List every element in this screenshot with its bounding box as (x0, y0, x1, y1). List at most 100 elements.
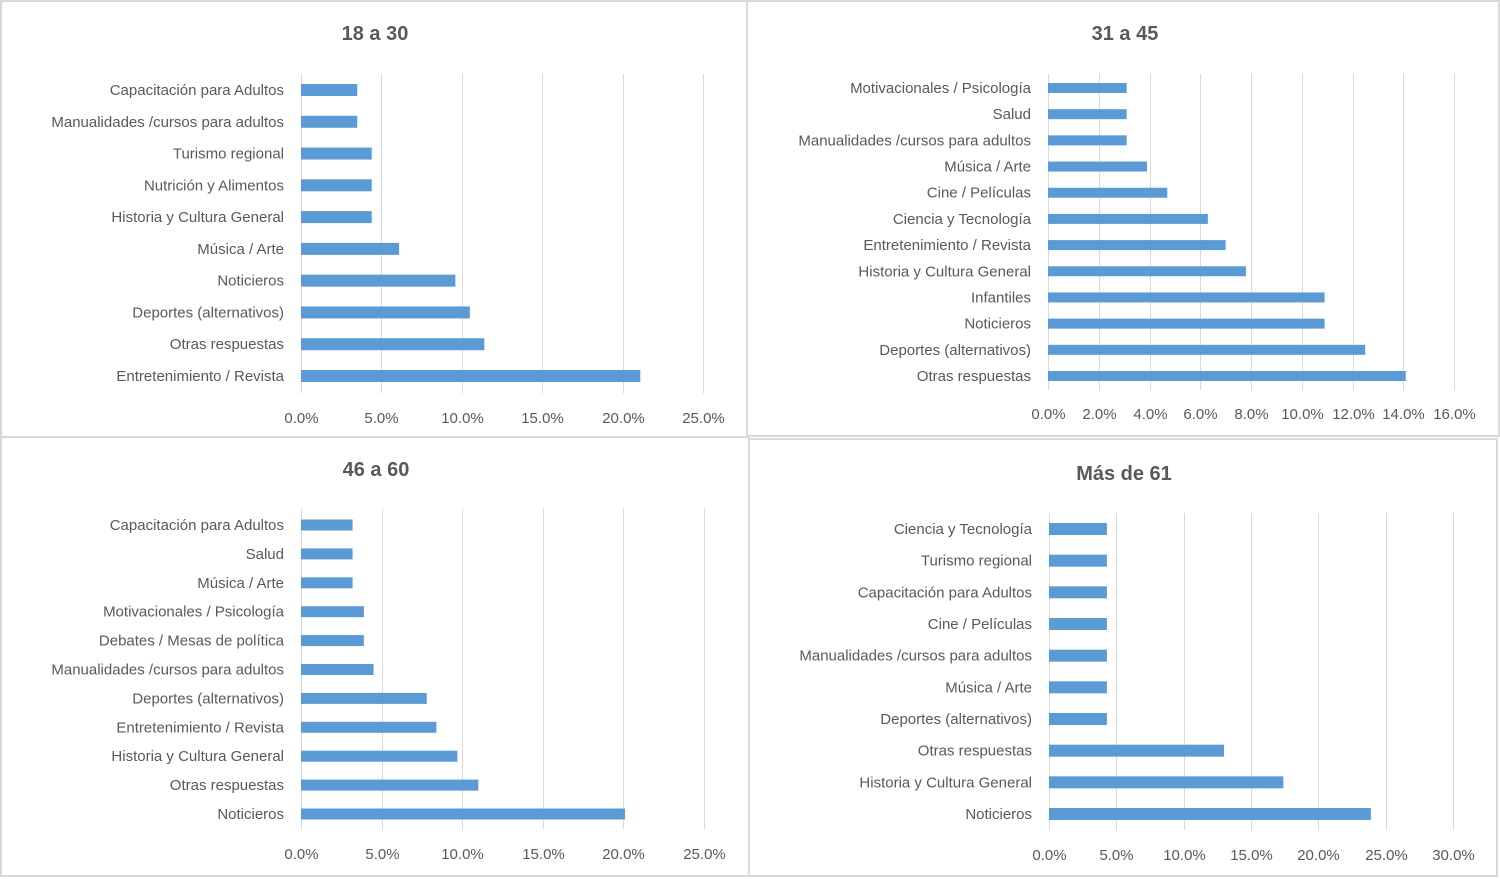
bar (1049, 776, 1284, 789)
bar (1049, 744, 1225, 757)
x-tick-label: 20.0% (602, 846, 645, 863)
bar (1048, 187, 1168, 198)
bar (301, 664, 374, 675)
chart-panel-31-45: 31 a 45 0.0% 2.0% 4.0% 6.0% 8.0% 10.0% 12.0% 14.… (746, 0, 1500, 437)
category-label: Noticieros (965, 806, 1032, 823)
x-tick-label: 0.0% (1031, 406, 1065, 423)
chart-panel-18-30: 18 a 30 0.0% 5.0% 10.0% 15.0% 20.0% 25.0% Capac… (0, 0, 748, 438)
bar (301, 721, 437, 733)
category-label: Manualidades /cursos para adultos (51, 662, 284, 679)
category-label: Noticieros (217, 273, 284, 290)
bar (1048, 161, 1147, 172)
bar (1048, 292, 1325, 303)
category-label: Manualidades /cursos para adultos (799, 648, 1032, 665)
x-tick-label: 0.0% (284, 410, 318, 427)
bar (301, 750, 458, 762)
category-label: Otras respuestas (917, 368, 1031, 385)
category-label: Cine / Películas (928, 616, 1032, 633)
category-label: Música / Arte (945, 679, 1032, 696)
bar (1049, 808, 1371, 820)
category-label: Capacitación para Adultos (110, 517, 284, 534)
bar (1049, 649, 1107, 662)
chart-mas-de-61: Más de 61 0.0% 5.0% 10.0% 15.0% 20.0% 25.0% 30.… (799, 463, 1475, 864)
category-label: Capacitación para Adultos (858, 584, 1032, 601)
category-label: Deportes (alternativos) (880, 711, 1032, 728)
category-label: Historia y Cultura General (858, 263, 1031, 280)
bar (1049, 554, 1107, 567)
x-tick-label: 2.0% (1082, 406, 1116, 423)
category-label: Ciencia y Tecnología (893, 211, 1032, 228)
x-tick-label: 10.0% (1281, 406, 1324, 423)
category-label: Música / Arte (197, 241, 284, 258)
x-tick-label: 20.0% (602, 410, 645, 427)
x-tick-label: 20.0% (1297, 847, 1340, 864)
category-label: Entretenimiento / Revista (116, 719, 284, 736)
bar (301, 606, 364, 618)
bar (1049, 523, 1107, 535)
x-tick-label: 5.0% (365, 846, 399, 863)
category-label: Nutrición y Alimentos (144, 177, 284, 194)
bar (1048, 240, 1226, 251)
chart-panel-mas-de-61: Más de 61 0.0% 5.0% 10.0% 15.0% 20.0% 25.0% 30.… (748, 438, 1498, 877)
category-label: Música / Arte (197, 575, 284, 592)
category-label: Noticieros (217, 806, 284, 823)
x-tick-label: 10.0% (441, 410, 484, 427)
category-label: Cine / Películas (927, 185, 1031, 202)
category-label: Historia y Cultura General (111, 209, 284, 226)
x-tick-label: 15.0% (521, 410, 564, 427)
bar (301, 577, 353, 589)
bar (301, 338, 485, 351)
bar (301, 84, 358, 96)
x-tick-label: 8.0% (1234, 406, 1268, 423)
bar (301, 519, 353, 531)
x-tick-label: 14.0% (1382, 406, 1425, 423)
bar (301, 779, 479, 791)
category-label: Turismo regional (173, 146, 284, 163)
bar (1049, 618, 1107, 630)
bar (301, 147, 372, 160)
chart-title: 31 a 45 (1092, 23, 1159, 45)
bar (301, 692, 427, 704)
x-tick-label: 5.0% (1099, 847, 1133, 864)
category-label: Deportes (alternativos) (879, 342, 1031, 359)
chart-panel-46-60: 46 a 60 0.0% 5.0% 10.0% 15.0% 20.0% 25.0% Capac… (0, 436, 750, 877)
x-tick-label: 25.0% (1365, 847, 1408, 864)
category-label: Salud (246, 546, 284, 563)
bar (1048, 371, 1406, 381)
bar (1049, 681, 1107, 694)
bar (1048, 135, 1127, 146)
category-label: Historia y Cultura General (859, 774, 1032, 791)
bar (1049, 713, 1107, 725)
category-label: Ciencia y Tecnología (894, 521, 1033, 538)
bar (1048, 318, 1325, 329)
category-label: Entretenimiento / Revista (116, 368, 284, 385)
bar (301, 211, 372, 224)
bar (301, 179, 372, 192)
bar (301, 306, 470, 319)
chart-31-45: 31 a 45 0.0% 2.0% 4.0% 6.0% 8.0% 10.0% 12.0% 14.… (798, 23, 1476, 423)
bar (301, 242, 400, 255)
category-label: Salud (993, 106, 1031, 123)
x-tick-label: 5.0% (364, 410, 398, 427)
bar (301, 370, 641, 382)
chart-title: 18 a 30 (342, 23, 409, 45)
bar (1048, 83, 1127, 93)
x-tick-label: 0.0% (1032, 847, 1066, 864)
x-tick-label: 15.0% (1230, 847, 1273, 864)
x-tick-label: 10.0% (1163, 847, 1206, 864)
bar (1048, 266, 1246, 277)
bar (1048, 213, 1208, 224)
x-tick-label: 4.0% (1133, 406, 1167, 423)
chart-18-30: 18 a 30 0.0% 5.0% 10.0% 15.0% 20.0% 25.0% Capac… (51, 23, 724, 427)
bar (1048, 344, 1366, 355)
x-tick-label: 16.0% (1433, 406, 1476, 423)
x-tick-label: 30.0% (1432, 847, 1475, 864)
category-label: Otras respuestas (918, 743, 1032, 760)
category-label: Deportes (alternativos) (132, 304, 284, 321)
x-tick-label: 12.0% (1332, 406, 1375, 423)
category-label: Manualidades /cursos para adultos (798, 132, 1031, 149)
x-tick-label: 10.0% (441, 846, 484, 863)
bar (1048, 109, 1127, 120)
category-label: Deportes (alternativos) (132, 690, 284, 707)
category-label: Música / Arte (944, 159, 1031, 176)
